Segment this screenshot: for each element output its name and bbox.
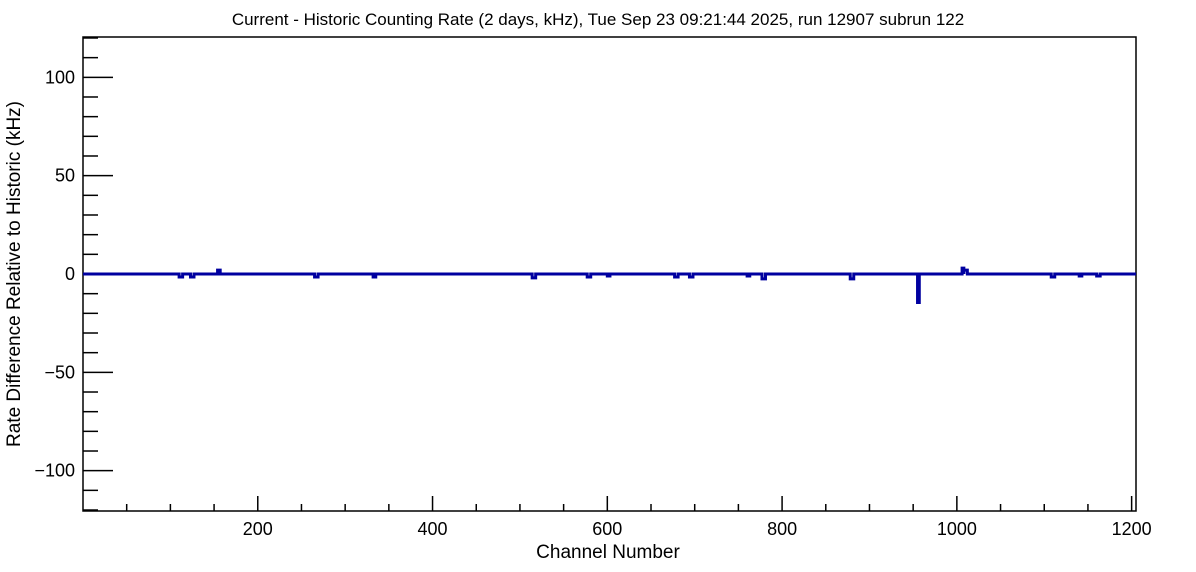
rate-difference-series-line [83, 266, 1136, 305]
y-tick-label: −50 [44, 362, 75, 382]
x-tick-label: 800 [767, 519, 797, 539]
x-tick-label: 1200 [1112, 519, 1152, 539]
axis-ticks-layer: 200 400 600 800 1000 1200 −100 −50 0 50 100 [34, 37, 1152, 539]
y-tick-label: 0 [65, 264, 75, 284]
y-tick-label: −100 [34, 461, 75, 481]
x-tick-label: 400 [418, 519, 448, 539]
y-tick-label: 100 [45, 67, 75, 87]
x-tick-label: 600 [592, 519, 622, 539]
y-tick-label: 50 [55, 166, 75, 186]
y-axis-title: Rate Difference Relative to Historic (kH… [4, 101, 25, 447]
x-axis-title: Channel Number [536, 542, 680, 563]
plot-title: Current - Historic Counting Rate (2 days… [232, 10, 964, 29]
x-tick-label: 1000 [937, 519, 977, 539]
x-tick-label: 200 [243, 519, 273, 539]
